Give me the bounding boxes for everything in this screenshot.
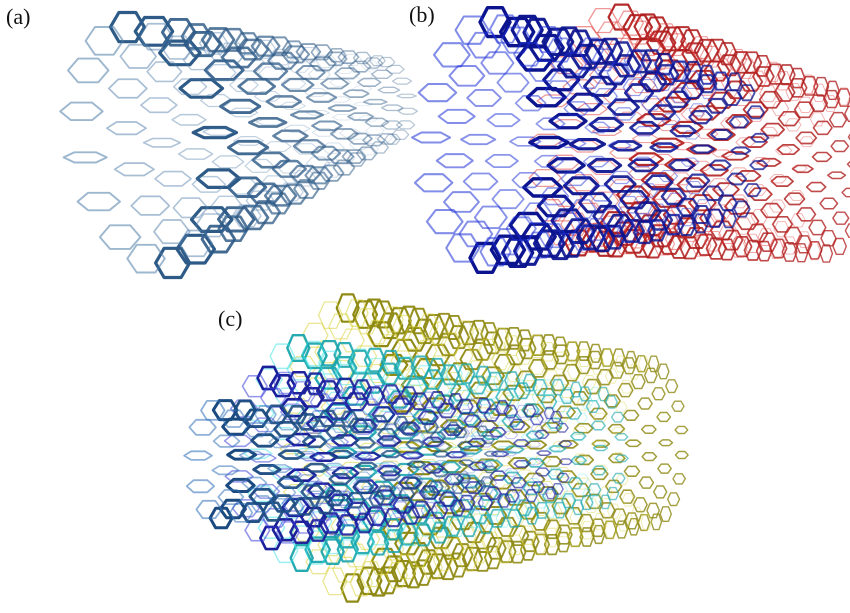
panel-c-multi-wall-nanotube: (c) [180, 293, 689, 613]
nanotube-wall-a [59, 10, 418, 280]
single-wall-nanotube-illustration [59, 10, 418, 280]
nanotube-outer-wall-b [528, 3, 850, 263]
double-wall-nanotube-illustration [410, 3, 850, 274]
panel-a-label: (a) [6, 4, 31, 29]
panel-b-label: (b) [409, 2, 435, 27]
panel-a-single-wall-nanotube: (a) [0, 0, 418, 290]
nanotube-layer3-c [223, 365, 573, 551]
nanotube-inner-wall-c [183, 399, 499, 530]
multi-wall-nanotube-illustration [183, 293, 689, 603]
panel-c-label: (c) [218, 306, 243, 331]
panel-b-double-wall-nanotube: (b) [395, 0, 850, 300]
nanotube-inner-wall-b [410, 5, 770, 274]
